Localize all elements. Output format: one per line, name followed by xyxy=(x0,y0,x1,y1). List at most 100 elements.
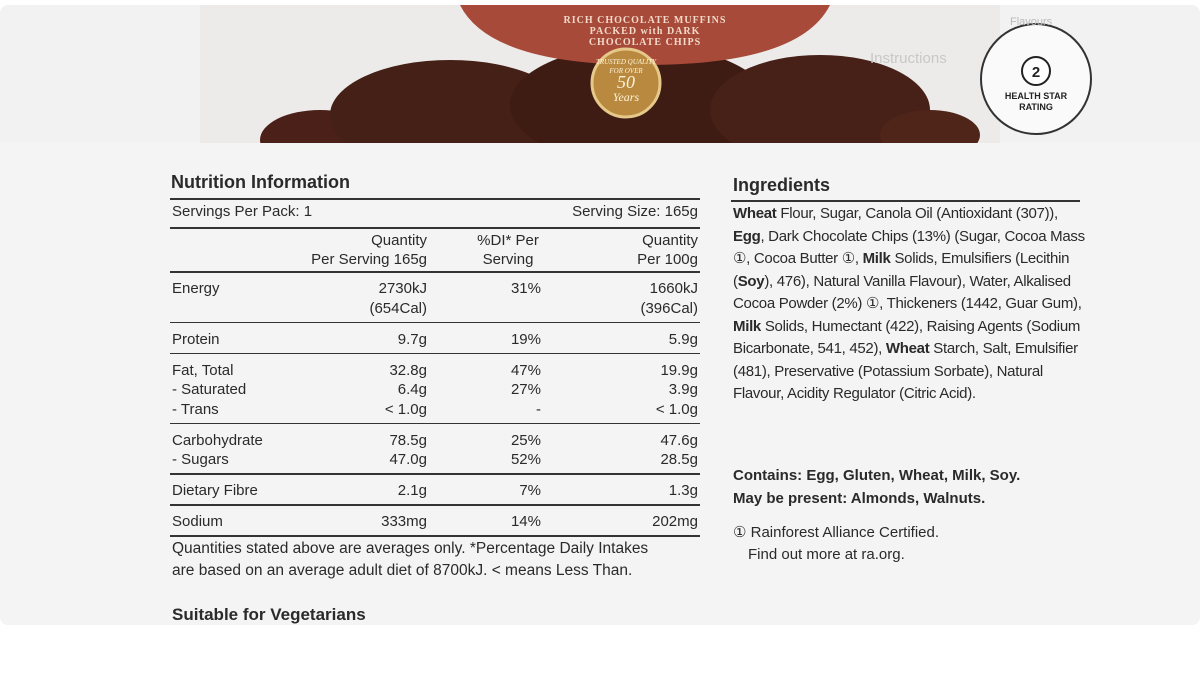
rule xyxy=(170,352,700,354)
banner-text: CHOCOLATE CHIPS xyxy=(588,37,702,48)
ingredient-run: Starch, Salt, Emulsifier (481), Preserva… xyxy=(733,340,1078,402)
rule xyxy=(731,200,1080,202)
badge-text: Years xyxy=(612,90,640,104)
row-value: 19% xyxy=(510,330,541,348)
certified: ① Rainforest Alliance Certified. xyxy=(733,524,940,541)
rule xyxy=(170,198,700,200)
column-header: Per 100g xyxy=(637,251,698,268)
footnote: are based on an average adult diet of 87… xyxy=(172,562,633,579)
badge xyxy=(590,47,662,119)
row-value: 47.6g xyxy=(660,431,698,449)
ingredients-title: Ingredients xyxy=(733,175,831,195)
badge-text: FOR OVER xyxy=(609,67,643,75)
row-value: (654Cal) xyxy=(369,299,427,317)
row-label: Dietary Fibre xyxy=(172,482,258,499)
footnote: Quantities stated above are averages onl… xyxy=(172,540,649,557)
side-text: Flavours xyxy=(1010,16,1053,28)
side-text: Instructions xyxy=(870,50,947,67)
ingredients-text: Wheat Flour, Sugar, Canola Oil (Antioxid… xyxy=(733,203,1088,406)
row-label: Carbohydrate xyxy=(172,431,263,449)
row-value: 5.9g xyxy=(668,330,698,348)
ingredient-run: Milk xyxy=(733,317,761,335)
rule xyxy=(170,227,700,229)
row-value: 32.8g xyxy=(389,361,427,379)
ingredient-run: Solids, Humectant (422), Raising Agents … xyxy=(733,317,1081,358)
muffin xyxy=(330,60,570,145)
row-value: 1.3g xyxy=(668,482,698,499)
column-header: Quantity xyxy=(642,232,698,249)
health-star-label: RATING xyxy=(1019,102,1053,112)
ingredient-run: Wheat xyxy=(885,340,930,357)
row-value: 47% xyxy=(510,361,541,379)
row-value: 2730kJ xyxy=(378,280,427,297)
row-value: 202mg xyxy=(652,513,698,530)
row-value: 3.9g xyxy=(668,381,698,398)
row-value: < 1.0g xyxy=(384,400,427,418)
row-value: 47.0g xyxy=(389,451,427,468)
column-header: Quantity xyxy=(371,232,427,249)
contains: Contains: Egg, Gluten, Wheat, Milk, Soy. xyxy=(733,467,1021,484)
banner-text: PACKED with DARK xyxy=(589,26,701,37)
muffin xyxy=(880,110,980,145)
row-value: 78.5g xyxy=(389,431,427,449)
rule xyxy=(170,271,700,273)
row-label: - Trans xyxy=(172,400,219,418)
row-label: - Sugars xyxy=(172,451,229,468)
row-label: Fat, Total xyxy=(172,361,234,379)
row-value: 52% xyxy=(510,451,541,468)
row-value: 2.1g xyxy=(397,482,427,499)
package-top xyxy=(200,5,1092,145)
row-label: Energy xyxy=(172,280,220,297)
row-value: (396Cal) xyxy=(640,299,698,317)
servings: Servings Per Pack: 1 xyxy=(172,203,313,220)
ingredient-run: Soy xyxy=(737,272,765,290)
health-star-rating: 2 xyxy=(1031,64,1041,81)
row-value: 1660kJ xyxy=(649,280,698,297)
ingredient-run: , Dark Chocolate Chips (13%) (Sugar, Coc… xyxy=(733,227,1085,268)
ingredient-run: Milk xyxy=(862,250,891,267)
rule xyxy=(170,504,700,506)
row-value: 25% xyxy=(510,431,541,449)
rule xyxy=(170,473,700,475)
ingredient-run: Egg xyxy=(733,227,761,245)
ingredient-run: ), 476), Natural Vanilla Flavour), Water… xyxy=(733,272,1082,313)
ingredient-run: Flour, Sugar, Canola Oil (Antioxidant (3… xyxy=(776,205,1058,222)
label-panel xyxy=(0,143,1200,625)
row-value: 19.9g xyxy=(660,361,698,379)
column-header: %DI* Per xyxy=(477,232,539,249)
badge-text: TRUSTED QUALITY xyxy=(595,58,657,66)
row-value: - xyxy=(536,400,541,418)
row-value: < 1.0g xyxy=(655,400,698,418)
banner-text: RICH CHOCOLATE MUFFINS xyxy=(563,15,727,26)
row-value: 31% xyxy=(510,280,541,297)
row-value: 7% xyxy=(519,482,541,499)
health-star-ring xyxy=(1021,56,1051,86)
health-star-label: HEALTH STAR xyxy=(1004,91,1068,101)
photo: RICH CHOCOLATE MUFFINS PACKED with DARK CH… xyxy=(0,5,1200,625)
suitable: Suitable for Vegetarians xyxy=(172,605,366,624)
rule xyxy=(170,422,700,424)
row-label: Sodium xyxy=(172,513,223,530)
banner xyxy=(460,5,830,65)
row-label: - Saturated xyxy=(172,381,247,398)
row-value: 6.4g xyxy=(397,381,427,398)
ingredient-run: Solids, Emulsifiers (Lecithin ( xyxy=(733,250,1070,290)
row-value: 9.7g xyxy=(397,330,427,348)
certified: Find out more at ra.org. xyxy=(748,546,905,563)
row-value: 14% xyxy=(510,513,541,530)
nutrition-title: Nutrition Information xyxy=(171,172,350,192)
row-value: 28.5g xyxy=(660,451,698,468)
muffin xyxy=(710,55,930,145)
may-contain: May be present: Almonds, Walnuts. xyxy=(733,490,986,507)
column-header: Serving xyxy=(482,251,534,268)
badge-text: 50 xyxy=(617,72,635,92)
rule xyxy=(170,535,700,537)
serving-size: Serving Size: 165g xyxy=(572,203,698,220)
column-header: Per Serving 165g xyxy=(311,251,427,268)
row-value: 27% xyxy=(510,381,541,398)
row-value: 333mg xyxy=(381,513,427,530)
row-label: Protein xyxy=(172,330,220,348)
ingredient-run: Wheat xyxy=(733,205,777,222)
rule xyxy=(170,321,700,323)
